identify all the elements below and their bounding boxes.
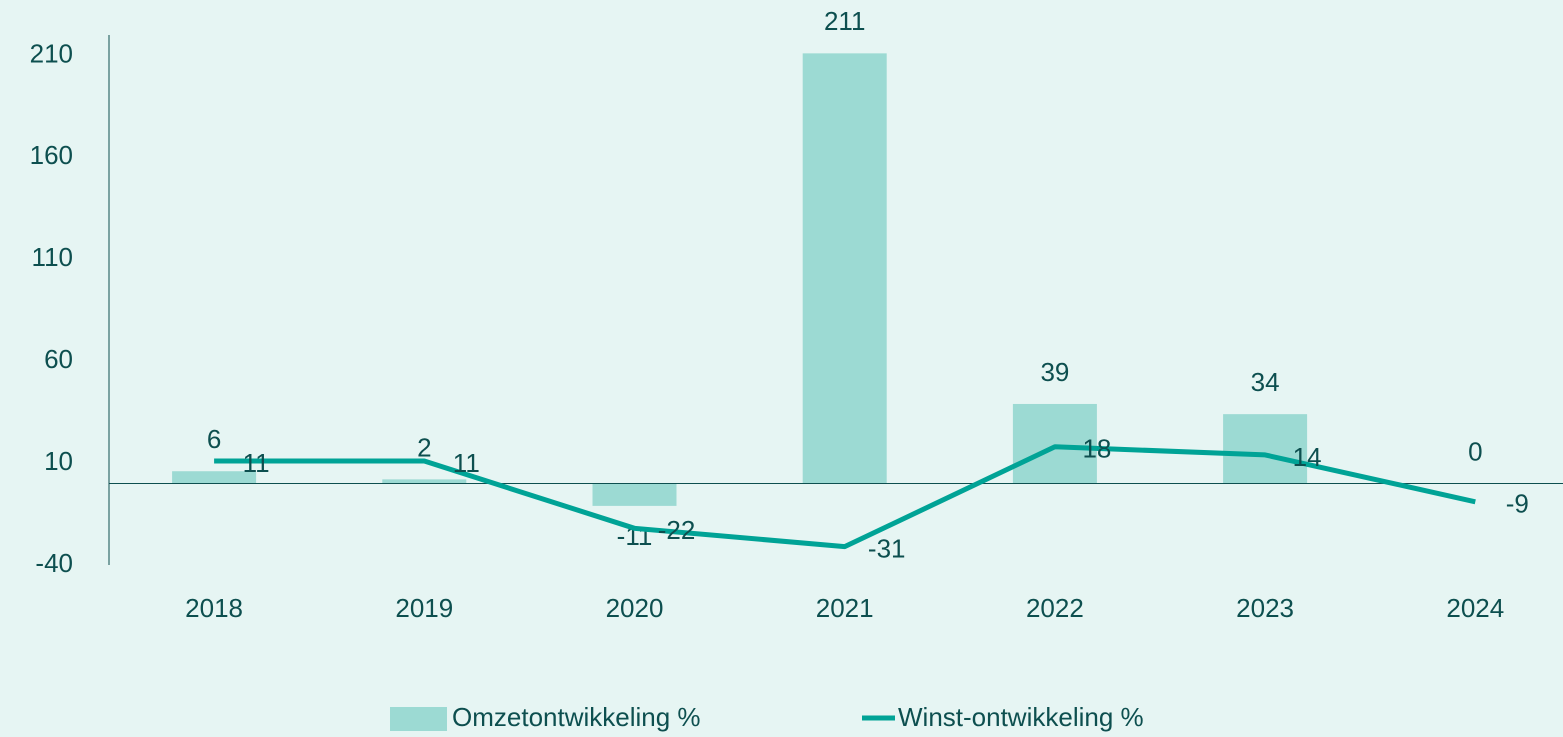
line-value-label: 11 [453,448,480,478]
y-tick-label: 60 [44,344,73,374]
bar-value-label: 2 [417,432,431,462]
y-tick-label: 160 [30,140,73,170]
line-value-label: 18 [1082,434,1111,464]
legend-swatch [390,707,447,731]
bar-value-label: 34 [1251,367,1280,397]
bar-value-label: 0 [1468,436,1482,466]
y-tick-label: 10 [44,446,73,476]
bar-value-label: 39 [1040,357,1069,387]
line-value-label: -22 [658,515,696,545]
legend-label: Omzetontwikkeling % [452,702,701,732]
y-tick-label: 210 [30,38,73,68]
legend-label: Winst-ontwikkeling % [898,702,1144,732]
line-value-label: 11 [243,448,270,478]
bar [1012,403,1097,484]
line-value-label: -31 [868,534,906,564]
x-tick-label: 2020 [606,593,664,623]
bar-value-label: 211 [824,6,865,36]
line-value-label: -9 [1506,489,1529,519]
bar [1223,414,1308,484]
x-tick-label: 2024 [1446,593,1504,623]
bar [382,479,467,484]
bar-value-label: 6 [207,424,221,454]
bar [172,471,257,484]
x-tick-label: 2018 [185,593,243,623]
x-tick-label: 2019 [395,593,453,623]
x-tick-label: 2023 [1236,593,1294,623]
bar [802,53,887,484]
bar [592,483,677,506]
x-tick-label: 2022 [1026,593,1084,623]
line-value-label: 14 [1293,442,1322,472]
y-tick-label: -40 [35,548,73,578]
x-tick-label: 2021 [816,593,874,623]
line [214,444,1476,550]
y-tick-label: 110 [32,242,73,272]
